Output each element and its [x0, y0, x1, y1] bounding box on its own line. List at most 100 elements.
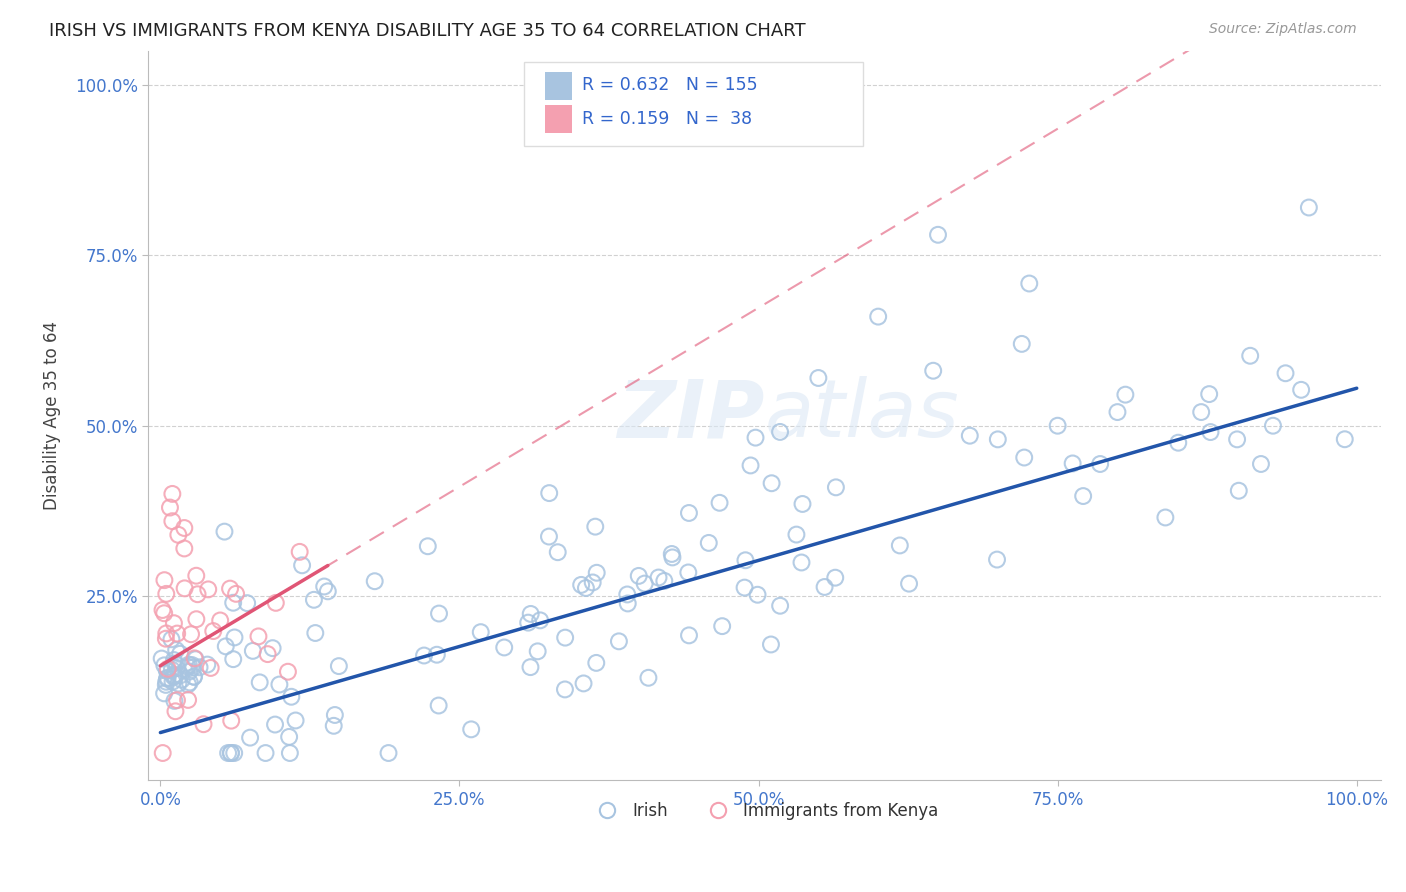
Point: [291, 558, 314, 573]
Point: [1239, 349, 1261, 363]
Point: [152, 603, 174, 617]
Point: [280, 690, 302, 704]
Point: [165, 704, 187, 718]
Text: atlas: atlas: [765, 376, 959, 455]
Point: [792, 497, 814, 511]
Point: [494, 640, 516, 655]
Point: [790, 556, 813, 570]
Point: [247, 629, 270, 643]
Point: [616, 587, 638, 601]
Point: [278, 730, 301, 744]
Point: [323, 708, 346, 723]
Point: [711, 619, 734, 633]
Point: [224, 631, 246, 645]
Point: [316, 584, 339, 599]
Point: [187, 587, 209, 601]
Point: [314, 580, 336, 594]
Point: [538, 486, 561, 500]
Point: [547, 545, 569, 559]
Point: [153, 686, 176, 700]
Point: [162, 670, 184, 684]
Point: [202, 624, 225, 638]
Point: [180, 627, 202, 641]
Point: [176, 660, 198, 674]
Point: [183, 660, 205, 674]
Point: [160, 663, 183, 677]
Point: [219, 746, 242, 760]
Point: [200, 661, 222, 675]
Point: [637, 671, 659, 685]
Point: [222, 596, 245, 610]
Text: IRISH VS IMMIGRANTS FROM KENYA DISABILITY AGE 35 TO 64 CORRELATION CHART: IRISH VS IMMIGRANTS FROM KENYA DISABILIT…: [49, 22, 806, 40]
Text: R = 0.632   N = 155: R = 0.632 N = 155: [582, 76, 758, 94]
Point: [1198, 387, 1220, 401]
Point: [183, 670, 205, 684]
Point: [163, 657, 186, 671]
Point: [169, 647, 191, 661]
Point: [173, 582, 195, 596]
Point: [959, 428, 981, 442]
Point: [554, 631, 576, 645]
Point: [269, 677, 291, 691]
Point: [634, 576, 657, 591]
Point: [740, 458, 762, 473]
Point: [288, 545, 311, 559]
Point: [166, 693, 188, 707]
Point: [898, 576, 921, 591]
Point: [167, 528, 190, 542]
FancyBboxPatch shape: [546, 105, 572, 133]
Point: [186, 568, 208, 582]
Point: [162, 487, 184, 501]
Point: [219, 746, 242, 760]
Point: [156, 662, 179, 676]
Point: [177, 657, 200, 672]
Point: [163, 653, 186, 667]
Point: [1199, 425, 1222, 439]
Point: [517, 615, 540, 630]
Text: R = 0.159   N =  38: R = 0.159 N = 38: [582, 110, 752, 128]
Point: [537, 530, 560, 544]
Point: [1189, 405, 1212, 419]
Point: [678, 506, 700, 520]
Point: [529, 613, 551, 627]
Point: [153, 573, 176, 587]
Point: [236, 596, 259, 610]
Point: [155, 587, 177, 601]
Point: [256, 647, 278, 661]
Point: [254, 746, 277, 760]
Point: [225, 587, 247, 601]
Point: [186, 612, 208, 626]
Point: [224, 746, 246, 760]
Point: [152, 746, 174, 760]
Point: [678, 566, 700, 580]
Point: [1046, 418, 1069, 433]
Point: [242, 644, 264, 658]
Point: [219, 714, 242, 728]
Point: [785, 527, 807, 541]
Point: [1227, 483, 1250, 498]
Point: [1250, 457, 1272, 471]
Point: [1289, 383, 1312, 397]
Point: [163, 694, 186, 708]
Point: [661, 547, 683, 561]
Point: [150, 651, 173, 665]
Point: [1018, 277, 1040, 291]
Point: [1261, 418, 1284, 433]
Point: [156, 663, 179, 677]
Point: [554, 682, 576, 697]
Point: [1298, 201, 1320, 215]
Point: [413, 648, 436, 663]
Point: [277, 665, 299, 679]
Point: [165, 643, 187, 657]
Point: [173, 521, 195, 535]
Point: [519, 660, 541, 674]
Point: [179, 665, 201, 679]
Point: [239, 731, 262, 745]
Y-axis label: Disability Age 35 to 64: Disability Age 35 to 64: [44, 321, 60, 510]
Point: [470, 625, 492, 640]
Point: [162, 674, 184, 689]
Point: [1071, 489, 1094, 503]
Point: [249, 675, 271, 690]
Point: [1062, 457, 1084, 471]
Point: [181, 658, 204, 673]
